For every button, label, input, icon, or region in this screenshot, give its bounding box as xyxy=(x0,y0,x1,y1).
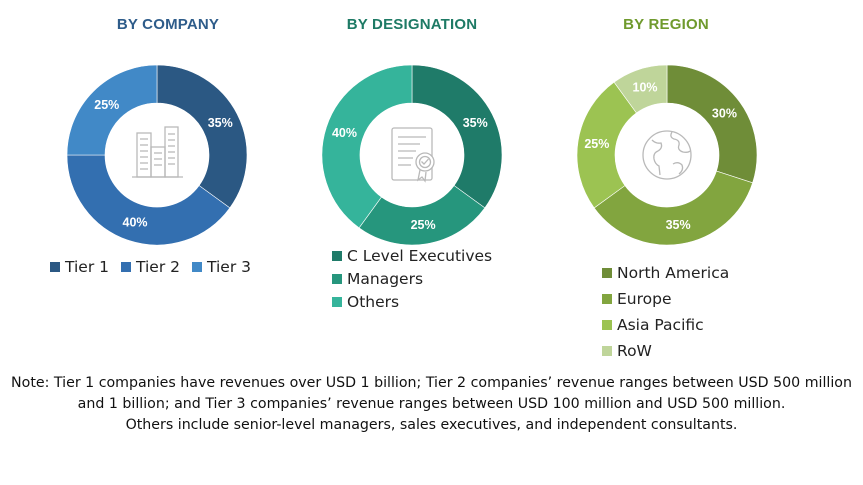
legend-swatch xyxy=(332,250,342,261)
legend-item-tier-3: Tier 3 xyxy=(192,255,251,278)
legend-label: RoW xyxy=(617,342,652,360)
legend-item-tier-1: Tier 1 xyxy=(50,255,109,278)
legend-swatch xyxy=(50,261,60,272)
legend-company: Tier 1 Tier 2 Tier 3 xyxy=(50,255,251,278)
data-label: 10% xyxy=(633,80,658,94)
legend-swatch xyxy=(121,261,131,272)
donut-hole xyxy=(615,103,719,207)
legend-label: Others xyxy=(347,292,400,311)
legend-swatch xyxy=(192,261,202,272)
legend-item-tier-2: Tier 2 xyxy=(121,255,180,278)
footnote: Note: Tier 1 companies have revenues ove… xyxy=(8,373,855,436)
data-label: 35% xyxy=(463,116,488,130)
legend-swatch xyxy=(602,294,612,304)
footnote-others-definition: Others include senior-level managers, sa… xyxy=(125,417,738,433)
legend-label: Tier 3 xyxy=(207,257,251,276)
legend-item-c-level: C Level Executives xyxy=(332,244,492,267)
footnote-tier-definitions: Note: Tier 1 companies have revenues ove… xyxy=(11,375,852,412)
legend-label: Managers xyxy=(347,269,424,288)
legend-label: North America xyxy=(617,264,730,282)
legend-item-others: Others xyxy=(332,290,492,313)
donut-chart-designation: 35% 25% 40% xyxy=(321,64,503,246)
legend-swatch xyxy=(332,296,342,307)
globe-icon xyxy=(642,130,692,180)
data-label: 40% xyxy=(123,216,148,230)
data-label: 35% xyxy=(666,218,691,232)
legend-swatch xyxy=(602,346,612,356)
data-label: 25% xyxy=(411,218,436,232)
legend-label: Tier 2 xyxy=(136,257,180,276)
legend-swatch xyxy=(602,320,612,330)
data-label: 25% xyxy=(94,98,119,112)
legend-item-managers: Managers xyxy=(332,267,492,290)
data-label: 30% xyxy=(712,106,737,120)
data-label: 40% xyxy=(332,126,357,140)
donut-chart-company: 35% 40% 25% xyxy=(66,64,248,246)
chart-title: BY DESIGNATION xyxy=(346,16,478,33)
legend-label: Europe xyxy=(617,290,672,308)
legend-item-row: RoW xyxy=(602,338,729,364)
legend-swatch xyxy=(602,268,612,278)
legend-label: Tier 1 xyxy=(65,257,109,276)
donut-hole xyxy=(360,103,464,207)
legend-swatch xyxy=(332,273,342,284)
legend-designation: C Level Executives Managers Others xyxy=(332,244,492,313)
chart-title: BY COMPANY xyxy=(116,16,220,33)
chart-title: BY REGION xyxy=(623,16,709,33)
legend-region: North America Europe Asia Pacific RoW xyxy=(602,260,729,364)
buildings-icon xyxy=(132,126,183,178)
donut-hole xyxy=(105,103,209,207)
donut-chart-region: 30% 35% 25% 10% xyxy=(576,64,758,246)
legend-item-asia-pacific: Asia Pacific xyxy=(602,312,729,338)
legend-item-europe: Europe xyxy=(602,286,729,312)
legend-item-north-america: North America xyxy=(602,260,729,286)
data-label: 35% xyxy=(208,116,233,130)
legend-label: C Level Executives xyxy=(347,246,493,265)
legend-label: Asia Pacific xyxy=(617,316,704,334)
data-label: 25% xyxy=(584,137,609,151)
certificate-icon xyxy=(391,127,435,183)
